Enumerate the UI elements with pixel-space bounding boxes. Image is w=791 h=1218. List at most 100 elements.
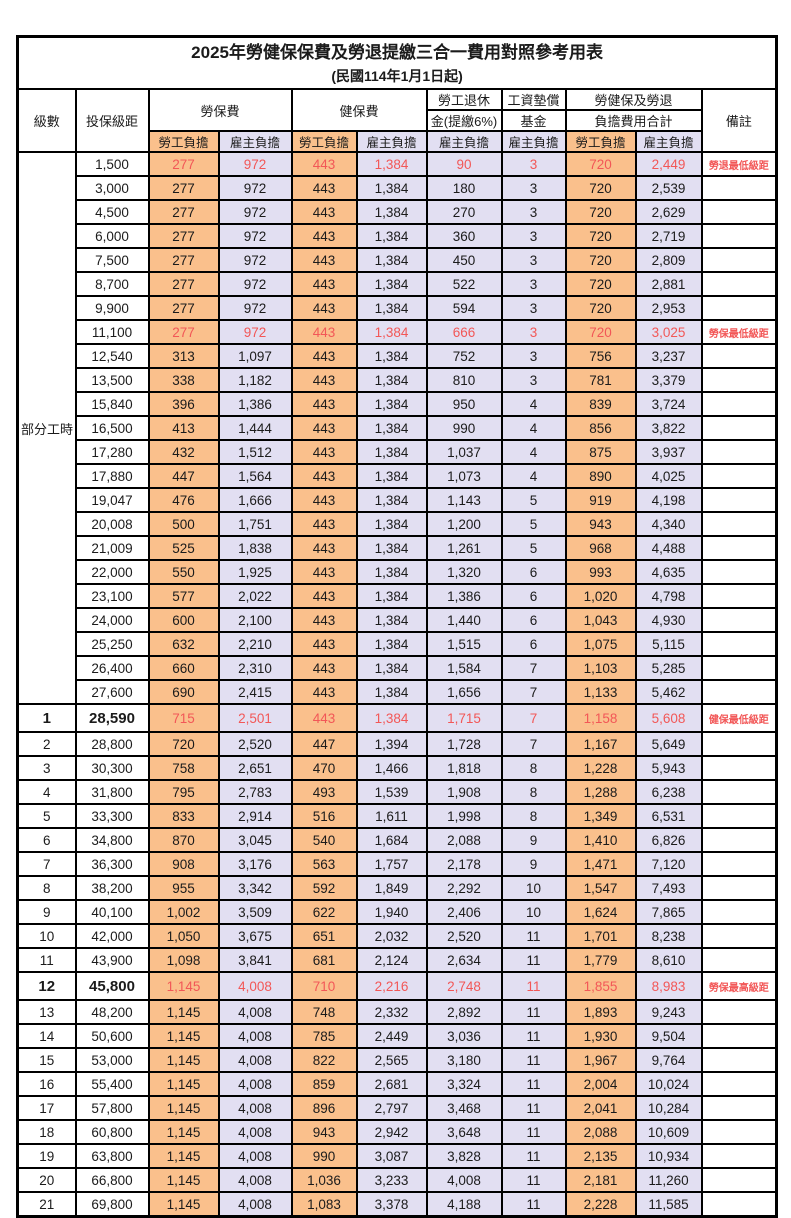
pension-employer-cell: 1,515 [425, 631, 503, 657]
table-row: 20 66,800 1,145 4,008 1,036 3,233 4,008 11 2,181… [16, 1167, 778, 1193]
remark-cell [700, 631, 778, 657]
total-employer-cell: 3,724 [634, 391, 703, 417]
total-employer-cell: 5,649 [634, 731, 703, 757]
pension-employer-cell: 360 [425, 223, 503, 249]
health-employee-cell: 622 [290, 899, 358, 925]
pension-employer-cell: 752 [425, 343, 503, 369]
wage-fund-employer-cell: 4 [500, 391, 567, 417]
health-employer-cell: 2,449 [355, 1023, 428, 1049]
pension-employer-cell: 810 [425, 367, 503, 393]
health-employer-cell: 1,384 [355, 295, 428, 321]
level-cell: 19 [16, 1143, 77, 1169]
total-employer-cell: 3,237 [634, 343, 703, 369]
bracket-cell: 24,000 [74, 607, 150, 633]
total-employer-cell: 10,024 [634, 1071, 703, 1097]
health-employer-cell: 2,124 [355, 947, 428, 973]
wage-fund-employer-cell: 11 [500, 999, 567, 1025]
labor-employee-cell: 1,145 [147, 1167, 220, 1193]
pension-employer-cell: 950 [425, 391, 503, 417]
pension-employer-cell: 2,292 [425, 875, 503, 901]
header-total-line1: 勞健保及勞退 [564, 88, 703, 111]
health-employer-cell: 1,384 [355, 343, 428, 369]
pension-employer-cell: 4,188 [425, 1191, 503, 1218]
labor-employee-cell: 277 [147, 223, 220, 249]
labor-employer-cell: 972 [217, 295, 293, 321]
health-employee-cell: 443 [290, 199, 358, 225]
remark-cell [700, 755, 778, 781]
total-employer-cell: 3,937 [634, 439, 703, 465]
table-row: 4,500 277 972 443 1,384 270 3 720 2,629 [18, 199, 778, 225]
subheader-pension-employer: 雇主負擔 [425, 130, 503, 153]
remark-cell [700, 175, 778, 201]
total-employer-cell: 3,025 [634, 319, 703, 345]
wage-fund-employer-cell: 9 [500, 827, 567, 853]
table-row: 24,000 600 2,100 443 1,384 1,440 6 1,043 4,930 [18, 607, 778, 633]
health-employer-cell: 1,611 [355, 803, 428, 829]
labor-employer-cell: 3,045 [217, 827, 293, 853]
total-employer-cell: 11,260 [634, 1167, 703, 1193]
total-employer-cell: 4,798 [634, 583, 703, 609]
table-row: 11,100 277 972 443 1,384 666 3 720 3,025 勞保最低級距 [18, 319, 778, 345]
labor-employee-cell: 277 [147, 151, 220, 177]
wage-fund-employer-cell: 11 [500, 1167, 567, 1193]
total-employer-cell: 2,629 [634, 199, 703, 225]
health-employee-cell: 443 [290, 247, 358, 273]
labor-employee-cell: 690 [147, 679, 220, 705]
header-total-line2: 負擔費用合計 [564, 109, 703, 132]
table-row: 14 50,600 1,145 4,008 785 2,449 3,036 11 1,930 9,… [16, 1023, 778, 1049]
labor-employee-cell: 396 [147, 391, 220, 417]
pension-employer-cell: 2,088 [425, 827, 503, 853]
table-row: 3,000 277 972 443 1,384 180 3 720 2,539 [18, 175, 778, 201]
total-employer-cell: 5,943 [634, 755, 703, 781]
labor-employee-cell: 1,145 [147, 1023, 220, 1049]
labor-employer-cell: 2,520 [217, 731, 293, 757]
labor-employer-cell: 972 [217, 199, 293, 225]
labor-employer-cell: 4,008 [217, 1071, 293, 1097]
pension-employer-cell: 1,073 [425, 463, 503, 489]
remark-cell [700, 1071, 778, 1097]
labor-employer-cell: 2,651 [217, 755, 293, 781]
health-employee-cell: 592 [290, 875, 358, 901]
pension-employer-cell: 1,261 [425, 535, 503, 561]
level-cell: 21 [16, 1191, 77, 1218]
health-employee-cell: 1,083 [290, 1191, 358, 1218]
total-employer-cell: 7,865 [634, 899, 703, 925]
remark-cell: 勞保最高級距 [700, 971, 778, 1001]
table-row: 3 30,300 758 2,651 470 1,466 1,818 8 1,228 5,943 [16, 755, 778, 781]
health-employer-cell: 2,681 [355, 1071, 428, 1097]
health-employee-cell: 896 [290, 1095, 358, 1121]
table-row: 13 48,200 1,145 4,008 748 2,332 2,892 11 1,893 9,… [16, 999, 778, 1025]
remark-cell [700, 899, 778, 925]
labor-employee-cell: 550 [147, 559, 220, 585]
remark-cell [700, 199, 778, 225]
wage-fund-employer-cell: 4 [500, 439, 567, 465]
wage-fund-employer-cell: 4 [500, 415, 567, 441]
total-employee-cell: 1,158 [564, 703, 637, 733]
total-employee-cell: 2,228 [564, 1191, 637, 1218]
level-cell: 11 [16, 947, 77, 973]
table-row: 8,700 277 972 443 1,384 522 3 720 2,881 [18, 271, 778, 297]
total-employee-cell: 720 [564, 223, 637, 249]
total-employee-cell: 720 [564, 319, 637, 345]
labor-employer-cell: 1,925 [217, 559, 293, 585]
labor-employee-cell: 600 [147, 607, 220, 633]
labor-employer-cell: 972 [217, 319, 293, 345]
health-employer-cell: 1,384 [355, 535, 428, 561]
total-employer-cell: 6,531 [634, 803, 703, 829]
health-employee-cell: 651 [290, 923, 358, 949]
health-employer-cell: 1,384 [355, 199, 428, 225]
total-employee-cell: 2,041 [564, 1095, 637, 1121]
table-row: 27,600 690 2,415 443 1,384 1,656 7 1,133 5,462 [18, 679, 778, 705]
bracket-cell: 55,400 [74, 1071, 150, 1097]
wage-fund-employer-cell: 3 [500, 295, 567, 321]
pension-employer-cell: 522 [425, 271, 503, 297]
labor-employer-cell: 972 [217, 175, 293, 201]
bracket-cell: 43,900 [74, 947, 150, 973]
bracket-cell: 27,600 [74, 679, 150, 705]
wage-fund-employer-cell: 10 [500, 899, 567, 925]
pension-employer-cell: 4,008 [425, 1167, 503, 1193]
wage-fund-employer-cell: 5 [500, 487, 567, 513]
wage-fund-employer-cell: 6 [500, 559, 567, 585]
remark-cell [700, 779, 778, 805]
total-employer-cell: 2,953 [634, 295, 703, 321]
